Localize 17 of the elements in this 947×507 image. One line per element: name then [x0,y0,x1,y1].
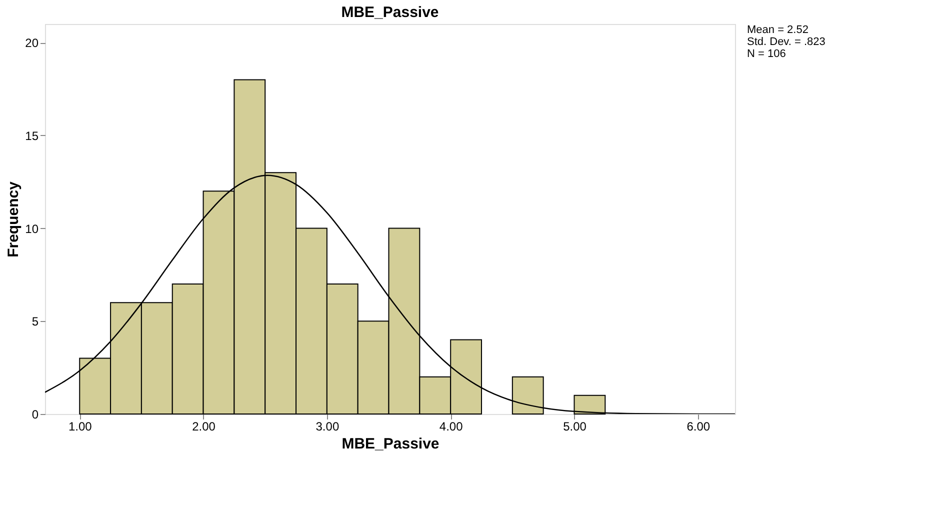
chart-title: MBE_Passive [341,4,439,21]
y-tick-label: 10 [25,222,39,236]
y-tick-label: 5 [32,314,39,329]
y-tick-label: 15 [25,128,39,143]
y-tick-label: 0 [32,408,39,422]
text: N = 106 [747,48,786,60]
y-tick-label: 20 [25,36,39,50]
y-axis-title: Frequency [5,180,22,258]
text: Mean = 2.52 [747,24,808,36]
x-tick-label: 5.00 [563,420,587,434]
x-tick-label: 1.00 [68,420,92,434]
x-tick-label: 6.00 [686,420,710,434]
x-axis-title: MBE_Passive [342,436,440,452]
x-tick-label: 3.00 [316,420,340,434]
x-tick-label: 2.00 [192,420,216,434]
x-tick-label: 4.00 [439,420,464,434]
text: Std. Dev. = .823 [747,36,826,48]
